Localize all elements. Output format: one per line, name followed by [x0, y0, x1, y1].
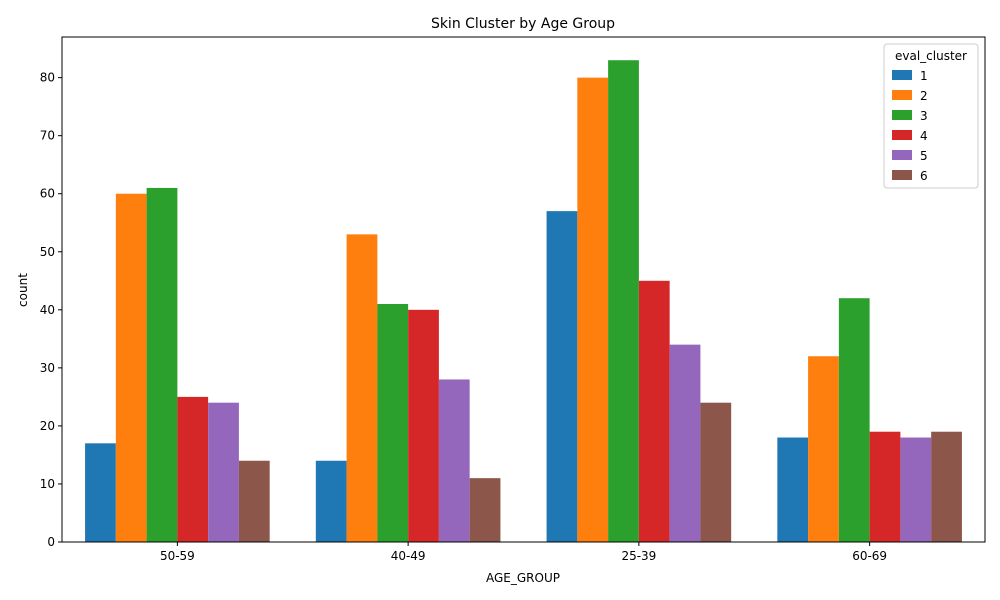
- chart-title: Skin Cluster by Age Group: [431, 16, 615, 32]
- legend-label-3: 3: [920, 109, 928, 123]
- bar-cluster-3-25-39: [608, 60, 639, 542]
- y-tick-label: 50: [40, 245, 55, 259]
- legend-swatch-5: [892, 150, 912, 160]
- x-tick-label: 50-59: [160, 549, 195, 563]
- y-tick-label: 60: [40, 187, 55, 201]
- bar-cluster-6-50-59: [238, 460, 270, 542]
- bar-cluster-2-40-49: [346, 234, 378, 543]
- bar-cluster-5-40-49: [438, 379, 470, 542]
- bar-cluster-6-60-69: [931, 431, 962, 542]
- legend-swatch-1: [892, 70, 912, 80]
- x-tick-label: 25-39: [621, 549, 656, 563]
- plot-frame: [61, 36, 986, 543]
- bar-cluster-1-60-69: [777, 437, 809, 542]
- x-tick-label: 40-49: [391, 549, 426, 563]
- bar-cluster-5-25-39: [669, 344, 701, 542]
- legend-swatch-4: [892, 130, 912, 140]
- legend-label-5: 5: [920, 149, 928, 163]
- bar-cluster-2-25-39: [577, 77, 609, 542]
- bar-cluster-4-50-59: [177, 396, 209, 542]
- bar-cluster-1-50-59: [85, 443, 116, 542]
- plot-area: 0 10 20 30 40 50 60 70 80 50-59 40-49 25-39 60-69 eva…: [40, 36, 986, 563]
- bar-cluster-4-25-39: [638, 280, 670, 542]
- y-axis-label: count: [16, 273, 30, 307]
- y-tick-label: 10: [40, 477, 55, 491]
- legend-label-6: 6: [920, 169, 928, 183]
- bar-cluster-3-40-49: [377, 304, 409, 542]
- legend-label-4: 4: [920, 129, 928, 143]
- legend-swatch-3: [892, 110, 912, 120]
- legend-title: eval_cluster: [895, 49, 967, 63]
- bar-cluster-2-50-59: [115, 193, 147, 542]
- bar-cluster-5-60-69: [900, 437, 932, 542]
- bar-cluster-6-40-49: [469, 478, 501, 542]
- legend-swatch-2: [892, 90, 912, 100]
- legend-label-1: 1: [920, 69, 928, 83]
- bar-cluster-3-50-59: [146, 187, 178, 543]
- y-tick-label: 0: [47, 535, 55, 549]
- bar-cluster-2-60-69: [808, 356, 839, 542]
- bar-cluster-3-60-69: [838, 298, 870, 542]
- bar-cluster-4-60-69: [869, 431, 901, 542]
- y-tick-label: 80: [40, 71, 55, 85]
- legend-label-2: 2: [920, 89, 928, 103]
- bar-cluster-1-25-39: [546, 211, 578, 542]
- bar-cluster-6-25-39: [700, 402, 732, 542]
- y-tick-label: 40: [40, 303, 55, 317]
- bar-cluster-1-40-49: [315, 460, 347, 542]
- y-tick-label: 30: [40, 361, 55, 375]
- legend-swatch-6: [892, 170, 912, 180]
- x-axis-label: AGE_GROUP: [486, 571, 560, 585]
- x-tick-label: 60-69: [852, 549, 887, 563]
- bar-cluster-4-40-49: [408, 309, 439, 542]
- y-tick-label: 70: [40, 129, 55, 143]
- y-tick-label: 20: [40, 419, 55, 433]
- bar-cluster-5-50-59: [208, 402, 239, 542]
